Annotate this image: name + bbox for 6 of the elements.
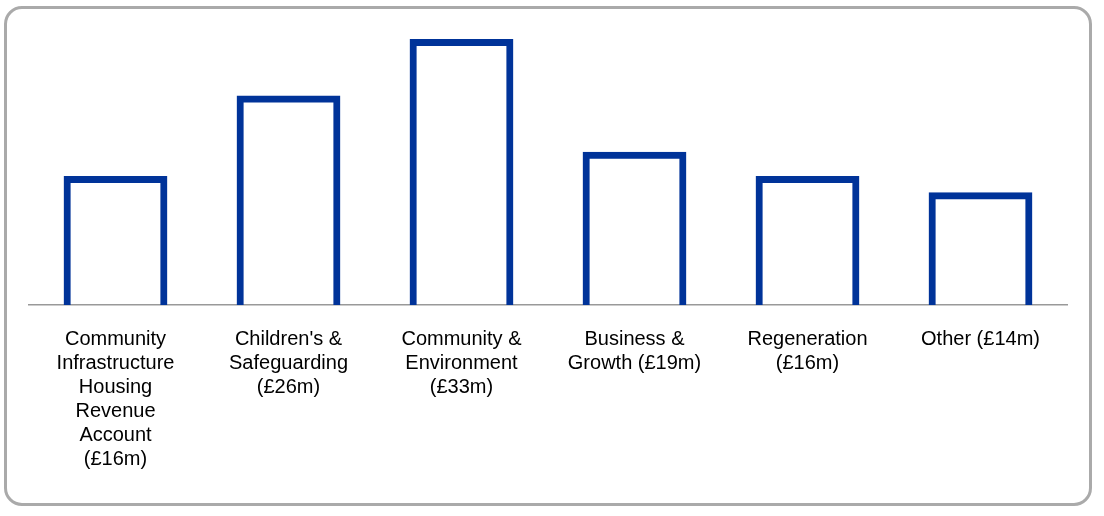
x-tick-label: Community Infrastructure Housing Revenue Account (£16m) — [56, 326, 175, 469]
x-tick-label: Other (£14m) — [921, 326, 1040, 349]
x-tick-label: Regeneration (£16m) — [747, 326, 868, 373]
x-tick-label: Business & Growth (£19m) — [567, 326, 702, 373]
x-tick-label: Community & Environment (£33m) — [401, 326, 523, 397]
x-tick-label: Children's & Safeguarding (£26m) — [229, 326, 348, 397]
